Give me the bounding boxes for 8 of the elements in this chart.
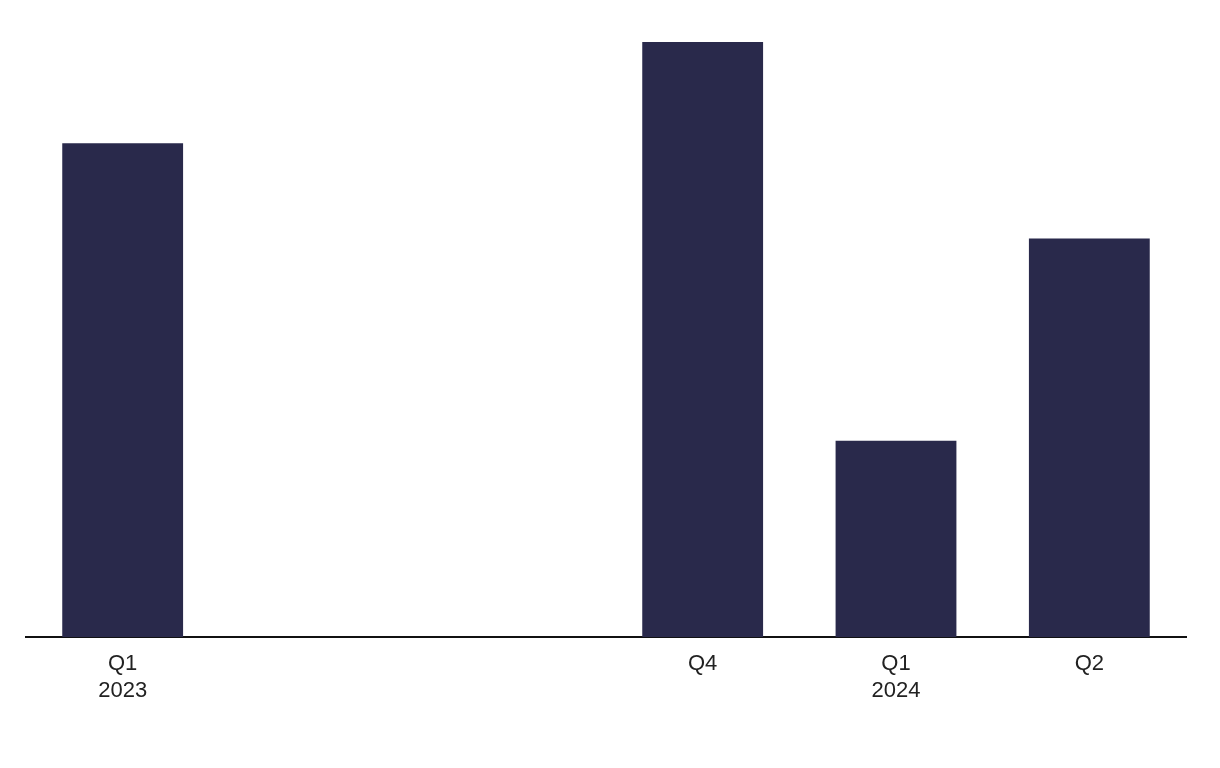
bar [642,42,764,638]
bar [1028,238,1150,638]
x-tick-label: Q1 2023 [98,650,148,702]
x-tick-label: Q4 [687,650,718,676]
x-tick-label: Q2 [1074,650,1105,676]
x-tick-label: Q1 2024 [871,650,921,702]
bar [835,440,957,638]
bar [62,143,184,638]
